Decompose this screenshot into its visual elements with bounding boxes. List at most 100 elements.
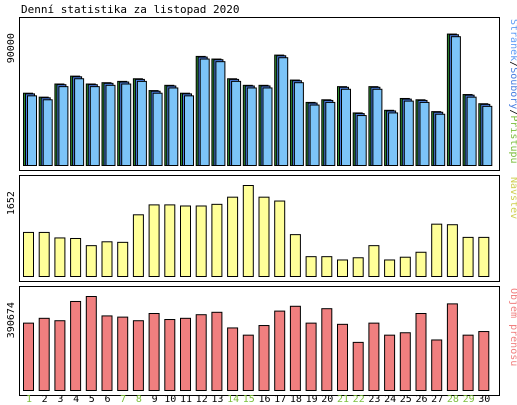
panel-frame-visits [19, 175, 500, 282]
x-tick-label-15: 15 [243, 394, 255, 405]
bar-volume-Objem přenosu-23 [368, 322, 380, 391]
bar-requests-Stránek-14 [231, 80, 242, 166]
bar-visits-Návštěv-16 [258, 196, 270, 277]
x-tick-label-13: 13 [211, 394, 223, 405]
bar-volume-Objem přenosu-5 [85, 296, 97, 391]
ylabel-part-requests-2: Soubory [508, 67, 517, 109]
chart-title: Denní statistika za listopad 2020 [21, 3, 240, 16]
x-tick-label-18: 18 [290, 394, 302, 405]
bar-visits-Návštěv-11 [180, 205, 191, 278]
bar-requests-Stránek-23 [372, 88, 383, 166]
bar-requests-Stránek-25 [403, 100, 414, 166]
x-tick-label-27: 27 [431, 394, 443, 405]
bar-volume-Objem přenosu-12 [195, 314, 207, 392]
x-tick-label-30: 30 [478, 394, 490, 405]
bar-volume-Objem přenosu-25 [399, 332, 411, 391]
bar-requests-Stránek-15 [246, 87, 257, 166]
bar-requests-Stránek-29 [466, 96, 477, 166]
x-tick-label-29: 29 [463, 394, 475, 405]
x-tick-label-14: 14 [227, 394, 239, 405]
bar-requests-Stránek-30 [482, 105, 493, 166]
ylabel-volume: Objem přenosu [508, 288, 517, 366]
bar-volume-Objem přenosu-24 [384, 334, 396, 391]
bar-visits-Návštěv-30 [478, 236, 490, 277]
bar-requests-Stránek-20 [325, 101, 336, 166]
bar-volume-Objem přenosu-2 [38, 317, 50, 391]
ylabel-part-volume-0: Objem přenosu [508, 288, 517, 366]
bar-volume-Objem přenosu-30 [478, 331, 490, 392]
bar-visits-Návštěv-18 [289, 234, 301, 277]
bar-requests-Stránek-1 [27, 95, 37, 166]
bar-visits-Návštěv-10 [164, 204, 176, 277]
bar-volume-Objem přenosu-16 [258, 325, 270, 391]
x-tick-label-28: 28 [447, 394, 459, 405]
bar-visits-Návštěv-5 [85, 245, 97, 277]
bar-requests-Stránek-2 [42, 99, 53, 166]
bar-visits-Návštěv-22 [352, 257, 364, 277]
bar-visits-Návštěv-23 [368, 245, 380, 277]
x-tick-label-25: 25 [400, 394, 412, 405]
x-tick-label-23: 23 [368, 394, 380, 405]
bar-visits-Návštěv-1 [23, 231, 34, 277]
x-tick-label-7: 7 [120, 394, 126, 405]
x-tick-label-24: 24 [384, 394, 396, 405]
bar-volume-Objem přenosu-7 [117, 316, 129, 392]
bar-visits-Návštěv-2 [38, 231, 50, 277]
x-tick-label-3: 3 [57, 394, 63, 405]
x-tick-label-17: 17 [274, 394, 286, 405]
bar-requests-Stránek-16 [262, 87, 273, 166]
x-tick-label-16: 16 [258, 394, 270, 405]
bar-visits-Návštěv-26 [415, 251, 427, 277]
bar-requests-Stránek-8 [136, 80, 147, 166]
bar-visits-Návštěv-27 [431, 223, 443, 278]
ylabel-part-visits-0: Návštěv [508, 177, 517, 219]
bar-requests-Stránek-24 [388, 112, 399, 167]
ylabel-part-requests-1: / [508, 61, 517, 67]
x-tick-label-2: 2 [42, 394, 48, 405]
x-tick-label-26: 26 [415, 394, 427, 405]
bar-requests-Stránek-18 [293, 82, 304, 166]
bar-volume-Objem přenosu-8 [132, 320, 144, 391]
bar-volume-Objem přenosu-17 [274, 310, 286, 391]
bar-volume-Objem přenosu-29 [462, 334, 474, 391]
bar-volume-Objem přenosu-26 [415, 313, 427, 391]
bar-volume-Objem přenosu-13 [211, 311, 223, 392]
bar-visits-Návštěv-8 [132, 214, 144, 277]
ylabel-part-requests-4: Přístupů [508, 115, 517, 163]
x-tick-label-21: 21 [337, 394, 349, 405]
bar-volume-Objem přenosu-19 [305, 322, 317, 391]
bar-requests-Stránek-4 [74, 78, 85, 166]
bar-visits-Návštěv-20 [321, 256, 333, 278]
ylabel-requests: Stránek/Soubory/Přístupů [508, 19, 517, 164]
y-max-tick-volume: 390674 [6, 302, 17, 338]
bar-requests-Stránek-27 [435, 113, 446, 166]
bar-visits-Návštěv-21 [337, 259, 348, 278]
x-tick-label-6: 6 [104, 394, 110, 405]
bar-volume-Objem přenosu-14 [227, 327, 239, 391]
bar-visits-Návštěv-3 [54, 237, 66, 277]
bar-volume-Objem přenosu-10 [164, 319, 176, 392]
bar-volume-Objem přenosu-9 [148, 313, 160, 391]
bar-requests-Stránek-26 [419, 101, 430, 166]
bar-requests-Stránek-22 [356, 115, 367, 166]
bar-volume-Objem přenosu-3 [54, 320, 66, 391]
bar-volume-Objem přenosu-27 [431, 339, 443, 391]
bar-volume-Objem přenosu-20 [321, 308, 333, 391]
bar-visits-Návštěv-14 [227, 196, 239, 277]
bar-volume-Objem přenosu-1 [23, 322, 34, 391]
y-max-tick-requests: 90000 [6, 33, 17, 63]
x-tick-label-20: 20 [321, 394, 333, 405]
y-max-tick-visits: 1652 [6, 191, 17, 215]
bar-visits-Návštěv-12 [195, 205, 207, 278]
bar-visits-Návštěv-28 [446, 224, 458, 277]
bar-requests-Stránek-6 [105, 84, 116, 166]
x-tick-label-5: 5 [89, 394, 95, 405]
x-tick-label-12: 12 [196, 394, 208, 405]
bar-visits-Návštěv-15 [242, 185, 254, 277]
bar-requests-Stránek-13 [215, 61, 226, 167]
bar-visits-Návštěv-24 [384, 259, 396, 278]
bar-volume-Objem přenosu-6 [101, 315, 113, 391]
bar-requests-Stránek-5 [89, 86, 100, 166]
